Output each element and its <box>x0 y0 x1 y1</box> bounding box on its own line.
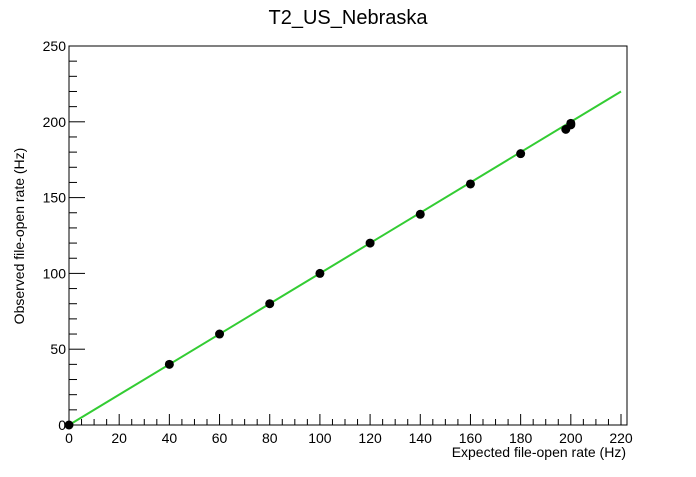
x-axis: 0 20 40 60 80 100 120 140 160 180 200 220 <box>65 414 633 446</box>
y-tick-label: 0 <box>58 417 66 433</box>
x-tick-label: 0 <box>65 430 73 446</box>
y-axis-label: Observed file-open rate (Hz) <box>11 148 27 325</box>
x-tick-label: 80 <box>262 430 278 446</box>
data-point <box>215 329 225 339</box>
x-axis-label: Expected file-open rate (Hz) <box>452 444 626 460</box>
data-point <box>315 268 325 278</box>
y-axis: 0 50 100 150 200 250 <box>43 38 85 433</box>
y-tick-label: 200 <box>43 114 67 130</box>
data-point <box>365 238 375 248</box>
data-point <box>265 299 275 309</box>
x-tick-label: 200 <box>559 430 583 446</box>
x-tick-label: 180 <box>509 430 533 446</box>
x-tick-label: 40 <box>162 430 178 446</box>
data-point <box>465 179 475 189</box>
x-tick-label: 160 <box>459 430 483 446</box>
data-point <box>566 118 576 128</box>
y-tick-label: 250 <box>43 38 67 54</box>
data-point <box>415 209 425 219</box>
x-tick-label: 100 <box>308 430 332 446</box>
x-tick-label: 140 <box>409 430 433 446</box>
x-tick-label: 120 <box>358 430 382 446</box>
y-tick-label: 150 <box>43 190 67 206</box>
x-tick-label: 60 <box>212 430 228 446</box>
y-tick-label: 50 <box>50 341 66 357</box>
data-points-layer <box>64 118 576 430</box>
x-tick-label: 20 <box>111 430 127 446</box>
fit-line <box>68 90 622 426</box>
data-point <box>516 149 526 159</box>
data-point <box>164 359 174 369</box>
x-tick-label: 220 <box>609 430 633 446</box>
fit-line-layer <box>68 90 622 426</box>
chart-title: T2_US_Nebraska <box>269 7 429 29</box>
plot-frame <box>68 45 628 426</box>
y-tick-label: 100 <box>43 265 67 281</box>
